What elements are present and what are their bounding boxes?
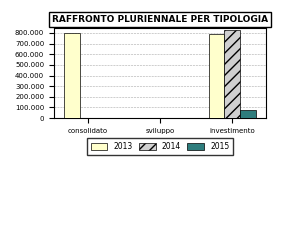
Title: RAFFRONTO PLURIENNALE PER TIPOLOGIA: RAFFRONTO PLURIENNALE PER TIPOLOGIA xyxy=(52,15,268,24)
Bar xyxy=(64,33,80,118)
Legend: 2013, 2014, 2015: 2013, 2014, 2015 xyxy=(87,138,233,155)
Bar xyxy=(209,34,225,118)
Bar xyxy=(241,110,256,118)
Bar xyxy=(225,30,241,118)
